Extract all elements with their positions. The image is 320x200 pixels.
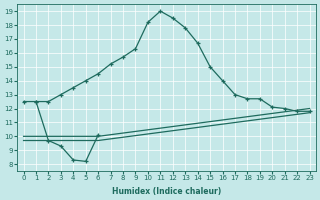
X-axis label: Humidex (Indice chaleur): Humidex (Indice chaleur) <box>112 187 221 196</box>
